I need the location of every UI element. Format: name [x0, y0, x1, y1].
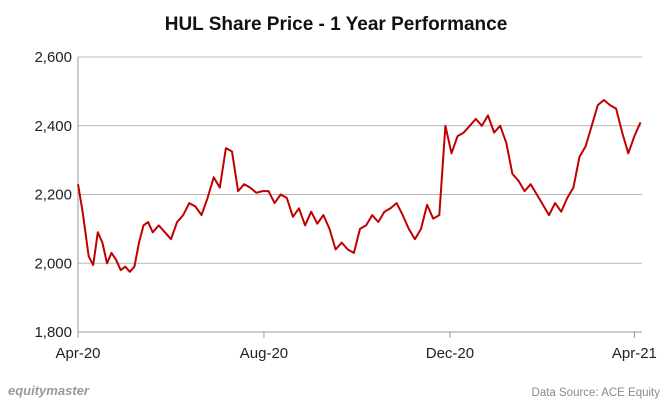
x-tick-label: Dec-20	[426, 345, 474, 362]
series-layer	[77, 99, 642, 273]
y-tick-label: 2,600	[34, 49, 72, 66]
x-tick-label: Apr-20	[55, 345, 100, 362]
data-source-note: Data Source: ACE Equity	[532, 387, 661, 399]
y-tick-label: 2,000	[34, 255, 72, 272]
y-tick-label: 1,800	[34, 324, 72, 341]
y-tick-label: 2,200	[34, 187, 72, 204]
axes	[77, 57, 642, 338]
x-tick-label: Aug-20	[240, 345, 288, 362]
price-line	[77, 99, 642, 273]
brand-logo: equitymaster	[8, 383, 90, 398]
chart-title: HUL Share Price - 1 Year Performance	[165, 14, 508, 35]
gridlines	[78, 56, 642, 264]
x-tick-label: Apr-21	[612, 345, 657, 362]
y-tick-label: 2,400	[34, 118, 72, 135]
tick-labels: 1,800 2,000 2,200 2,400 2,600 Apr-20 Aug-20 Dec…	[34, 49, 656, 362]
